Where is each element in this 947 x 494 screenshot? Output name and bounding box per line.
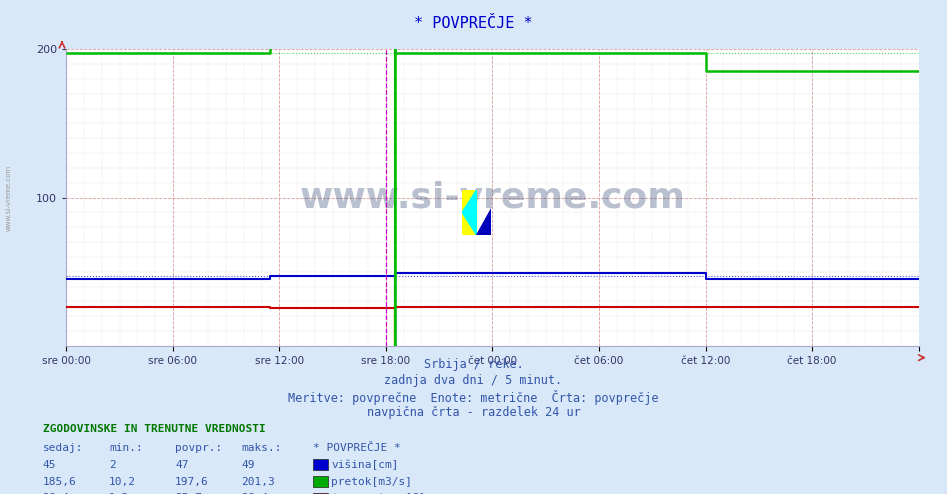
Text: ZGODOVINSKE IN TRENUTNE VREDNOSTI: ZGODOVINSKE IN TRENUTNE VREDNOSTI	[43, 424, 265, 434]
Text: 197,6: 197,6	[175, 477, 209, 487]
Text: 49: 49	[241, 460, 255, 470]
Text: min.:: min.:	[109, 443, 143, 453]
Text: maks.:: maks.:	[241, 443, 282, 453]
Text: sedaj:: sedaj:	[43, 443, 83, 453]
Text: Meritve: povprečne  Enote: metrične  Črta: povprečje: Meritve: povprečne Enote: metrične Črta:…	[288, 390, 659, 405]
Bar	[462, 190, 476, 235]
Text: 2: 2	[109, 460, 116, 470]
Text: www.si-vreme.com: www.si-vreme.com	[6, 165, 11, 231]
Text: 47: 47	[175, 460, 188, 470]
Text: povpr.:: povpr.:	[175, 443, 223, 453]
Polygon shape	[462, 190, 476, 235]
Text: pretok[m3/s]: pretok[m3/s]	[331, 477, 413, 487]
Text: navpična črta - razdelek 24 ur: navpična črta - razdelek 24 ur	[366, 406, 581, 418]
Text: Srbija / reke.: Srbija / reke.	[423, 358, 524, 371]
Text: 201,3: 201,3	[241, 477, 276, 487]
Text: 185,6: 185,6	[43, 477, 77, 487]
Text: zadnja dva dni / 5 minut.: zadnja dva dni / 5 minut.	[384, 374, 563, 387]
Text: 10,2: 10,2	[109, 477, 136, 487]
Polygon shape	[476, 208, 491, 235]
Text: * POVPREČJE *: * POVPREČJE *	[414, 16, 533, 31]
Text: www.si-vreme.com: www.si-vreme.com	[299, 181, 686, 214]
Text: * POVPREČJE *: * POVPREČJE *	[313, 443, 401, 453]
Text: 45: 45	[43, 460, 56, 470]
Text: višina[cm]: višina[cm]	[331, 459, 399, 470]
